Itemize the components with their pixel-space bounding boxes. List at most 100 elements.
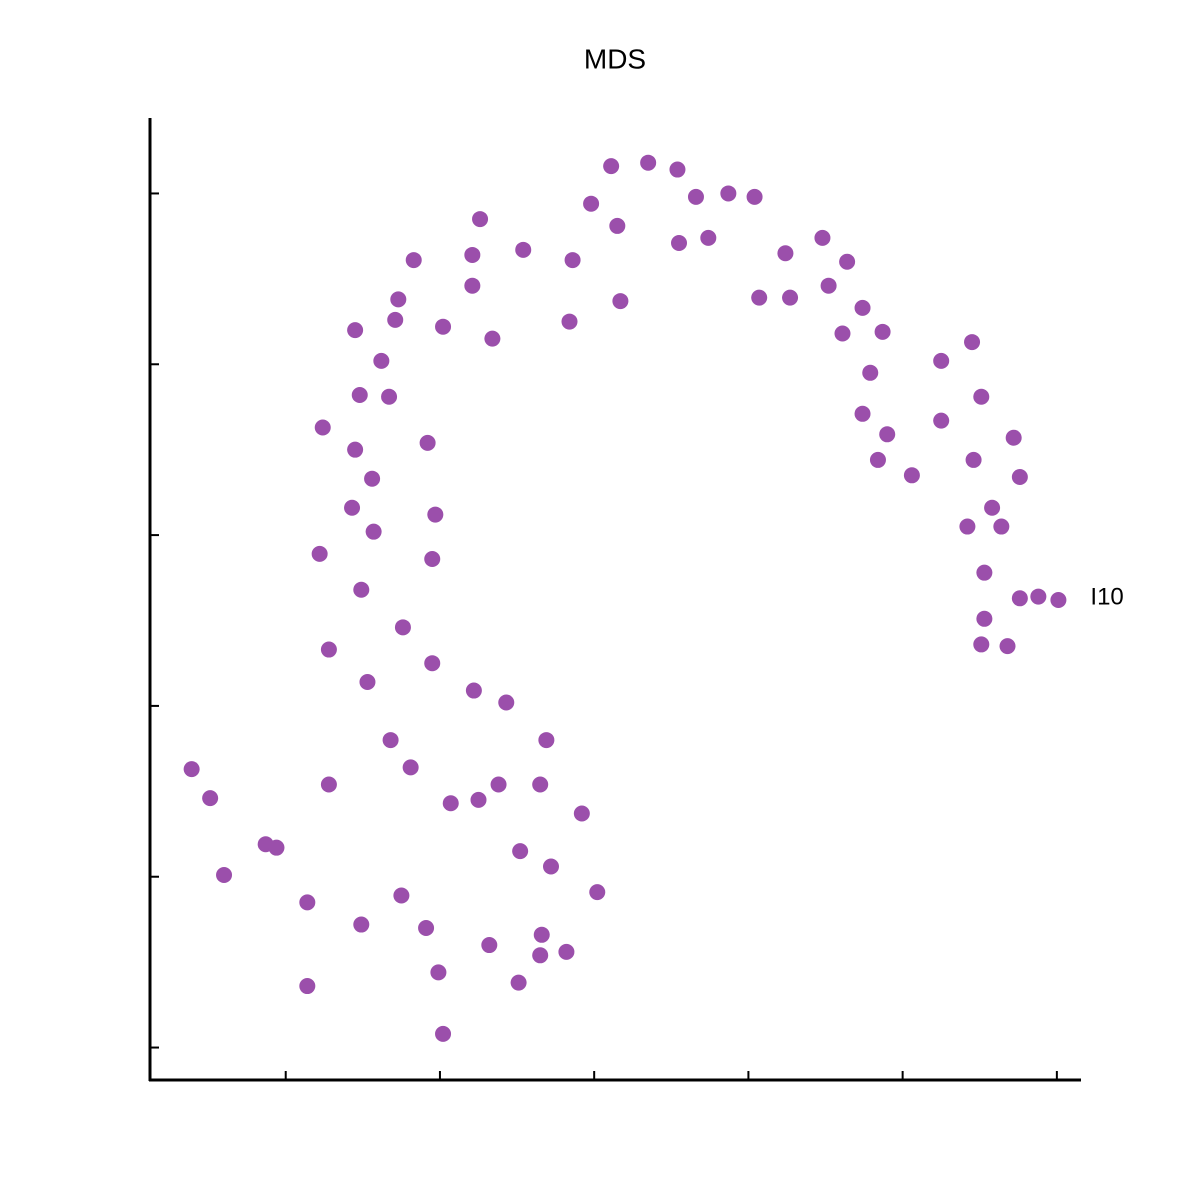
- point: [405, 252, 422, 269]
- point: [720, 185, 737, 202]
- point: [874, 323, 891, 340]
- point: [481, 937, 498, 954]
- point: [464, 246, 481, 263]
- point: [320, 641, 337, 658]
- point: [498, 694, 515, 711]
- point: [510, 974, 527, 991]
- point: [351, 387, 368, 404]
- point: [609, 217, 626, 234]
- point: [583, 195, 600, 212]
- point: [973, 636, 990, 653]
- point: [984, 499, 1001, 516]
- point: [964, 334, 981, 351]
- point: [424, 655, 441, 672]
- point: [751, 289, 768, 306]
- point: [268, 839, 285, 856]
- point: [854, 299, 871, 316]
- point: [424, 551, 441, 568]
- point: [612, 293, 629, 310]
- point: [512, 843, 529, 860]
- point: [382, 732, 399, 749]
- point: [542, 858, 559, 875]
- point: [299, 978, 316, 995]
- point: [879, 426, 896, 443]
- point: [464, 277, 481, 294]
- point: [839, 253, 856, 270]
- point: [465, 682, 482, 699]
- point: [1030, 588, 1047, 605]
- point: [344, 499, 361, 516]
- point-label: I10: [1090, 583, 1123, 610]
- point: [419, 434, 436, 451]
- point: [782, 289, 799, 306]
- point: [532, 947, 549, 964]
- point: [1011, 590, 1028, 607]
- point: [862, 364, 879, 381]
- point: [435, 1025, 452, 1042]
- point: [869, 451, 886, 468]
- point: [183, 761, 200, 778]
- point: [299, 894, 316, 911]
- point: [777, 245, 794, 262]
- point: [472, 211, 489, 228]
- point: [558, 943, 575, 960]
- point: [364, 470, 381, 487]
- point: [311, 545, 328, 562]
- point: [347, 322, 364, 339]
- point: [965, 451, 982, 468]
- point: [435, 318, 452, 335]
- point: [442, 795, 459, 812]
- point: [564, 252, 581, 269]
- point: [959, 518, 976, 535]
- point: [746, 188, 763, 205]
- point: [1005, 429, 1022, 446]
- point: [532, 776, 549, 793]
- point: [820, 277, 837, 294]
- point: [394, 619, 411, 636]
- point: [640, 154, 657, 171]
- point: [216, 867, 233, 884]
- point: [314, 419, 331, 436]
- point: [933, 412, 950, 429]
- point: [903, 467, 920, 484]
- point: [854, 405, 871, 422]
- point: [359, 673, 376, 690]
- point: [393, 887, 410, 904]
- point: [427, 506, 444, 523]
- point: [669, 161, 686, 178]
- point: [347, 441, 364, 458]
- point: [353, 581, 370, 598]
- point: [373, 352, 390, 369]
- point: [402, 759, 419, 776]
- point: [202, 790, 219, 807]
- point: [387, 311, 404, 328]
- point: [484, 330, 501, 347]
- point: [976, 564, 993, 581]
- point: [973, 388, 990, 405]
- point: [573, 805, 590, 822]
- point: [381, 388, 398, 405]
- point: [976, 610, 993, 627]
- point: [814, 229, 831, 246]
- point: [533, 926, 550, 943]
- point: [561, 313, 578, 330]
- point: [430, 964, 447, 981]
- point: [993, 518, 1010, 535]
- point: [418, 919, 435, 936]
- point: [1050, 592, 1067, 608]
- point: [933, 352, 950, 369]
- point: [700, 229, 717, 246]
- point: [490, 776, 507, 793]
- point: [353, 916, 370, 933]
- chart-title: MDS: [584, 43, 646, 74]
- point: [515, 241, 532, 258]
- point: [320, 776, 337, 793]
- point: [834, 325, 851, 342]
- point: [671, 234, 688, 251]
- point: [538, 732, 555, 749]
- point: [1011, 469, 1028, 486]
- point: [999, 638, 1016, 655]
- point: [470, 791, 487, 808]
